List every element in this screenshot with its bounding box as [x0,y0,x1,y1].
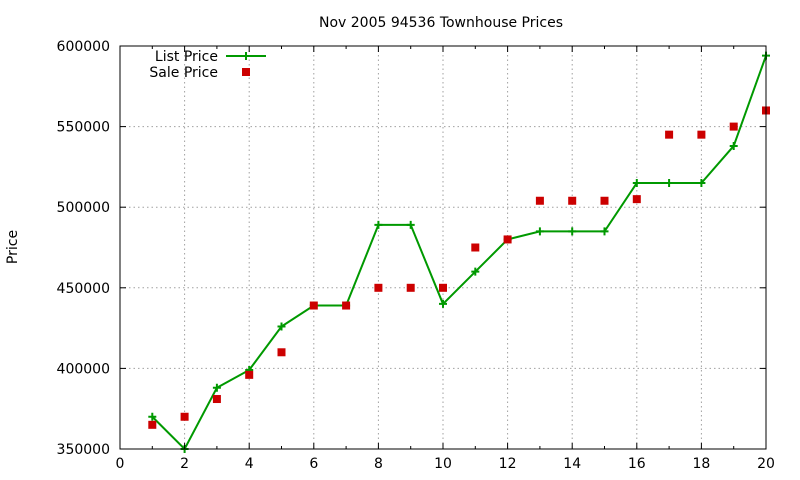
sale-price-point [406,283,415,292]
sale-price-point [568,196,577,205]
y-tick-label: 550000 [57,120,110,136]
list-price-point [568,227,577,236]
list-price-point [439,299,447,308]
y-tick-label: 500000 [57,200,110,216]
list-price-point [729,141,738,150]
sale-price-point [309,301,318,310]
list-price-series [148,51,770,453]
sale-price-point [342,301,351,310]
list-price-point [148,412,157,421]
sale-price-point [697,130,706,139]
legend-label-list-price: List Price [155,49,218,65]
list-price-point [212,383,221,392]
y-tick-label: 450000 [57,281,110,297]
x-tick-label: 4 [245,456,254,472]
chart-title: Nov 2005 94536 Townhouse Prices [319,15,563,31]
x-tick-label: 2 [180,456,189,472]
list-price-point [277,322,286,331]
sale-price-point [632,195,641,204]
sale-price-point [148,420,157,429]
list-price-line [151,55,767,451]
axis-ticks: 0 2 4 6 8 10 12 14 16 18 20 350000 400000 450000 50000… [57,39,775,472]
list-price-point [697,179,706,188]
x-tick-label: 14 [563,456,581,472]
y-tick-label: 350000 [57,442,110,458]
list-price-point [535,227,544,236]
series-layer [148,51,770,453]
x-tick-label: 8 [374,456,383,472]
x-tick-label: 18 [692,456,710,472]
sale-price-point [600,196,609,205]
list-price-point [406,220,415,229]
sale-price-point [439,283,447,292]
list-price-point [374,220,383,229]
y-tick-label: 600000 [57,39,110,55]
list-price-point [600,227,609,236]
x-tick-label: 10 [434,456,452,472]
x-tick-label: 20 [757,456,775,472]
sale-price-point [729,122,738,131]
legend-marker-list-price [242,52,250,60]
sale-price-point [535,196,544,205]
legend-label-sale-price: Sale Price [149,65,218,81]
x-tick-label: 0 [116,456,125,472]
sale-price-point [471,243,480,252]
sale-price-point [245,370,254,379]
sale-price-point [665,130,674,139]
sale-price-series [148,106,770,429]
y-axis-label: Price [5,230,21,264]
list-price-point [665,179,674,188]
sale-price-point [180,412,189,421]
sale-price-point [212,395,221,404]
sale-price-point [277,348,286,357]
x-tick-label: 6 [309,456,318,472]
list-price-point [471,267,480,276]
x-tick-label: 16 [628,456,646,472]
list-price-point [632,179,641,188]
y-tick-label: 400000 [57,361,110,377]
sale-price-point [503,235,512,244]
x-tick-label: 12 [499,456,517,472]
legend-marker-sale-price [242,68,250,76]
sale-price-point [374,283,383,292]
